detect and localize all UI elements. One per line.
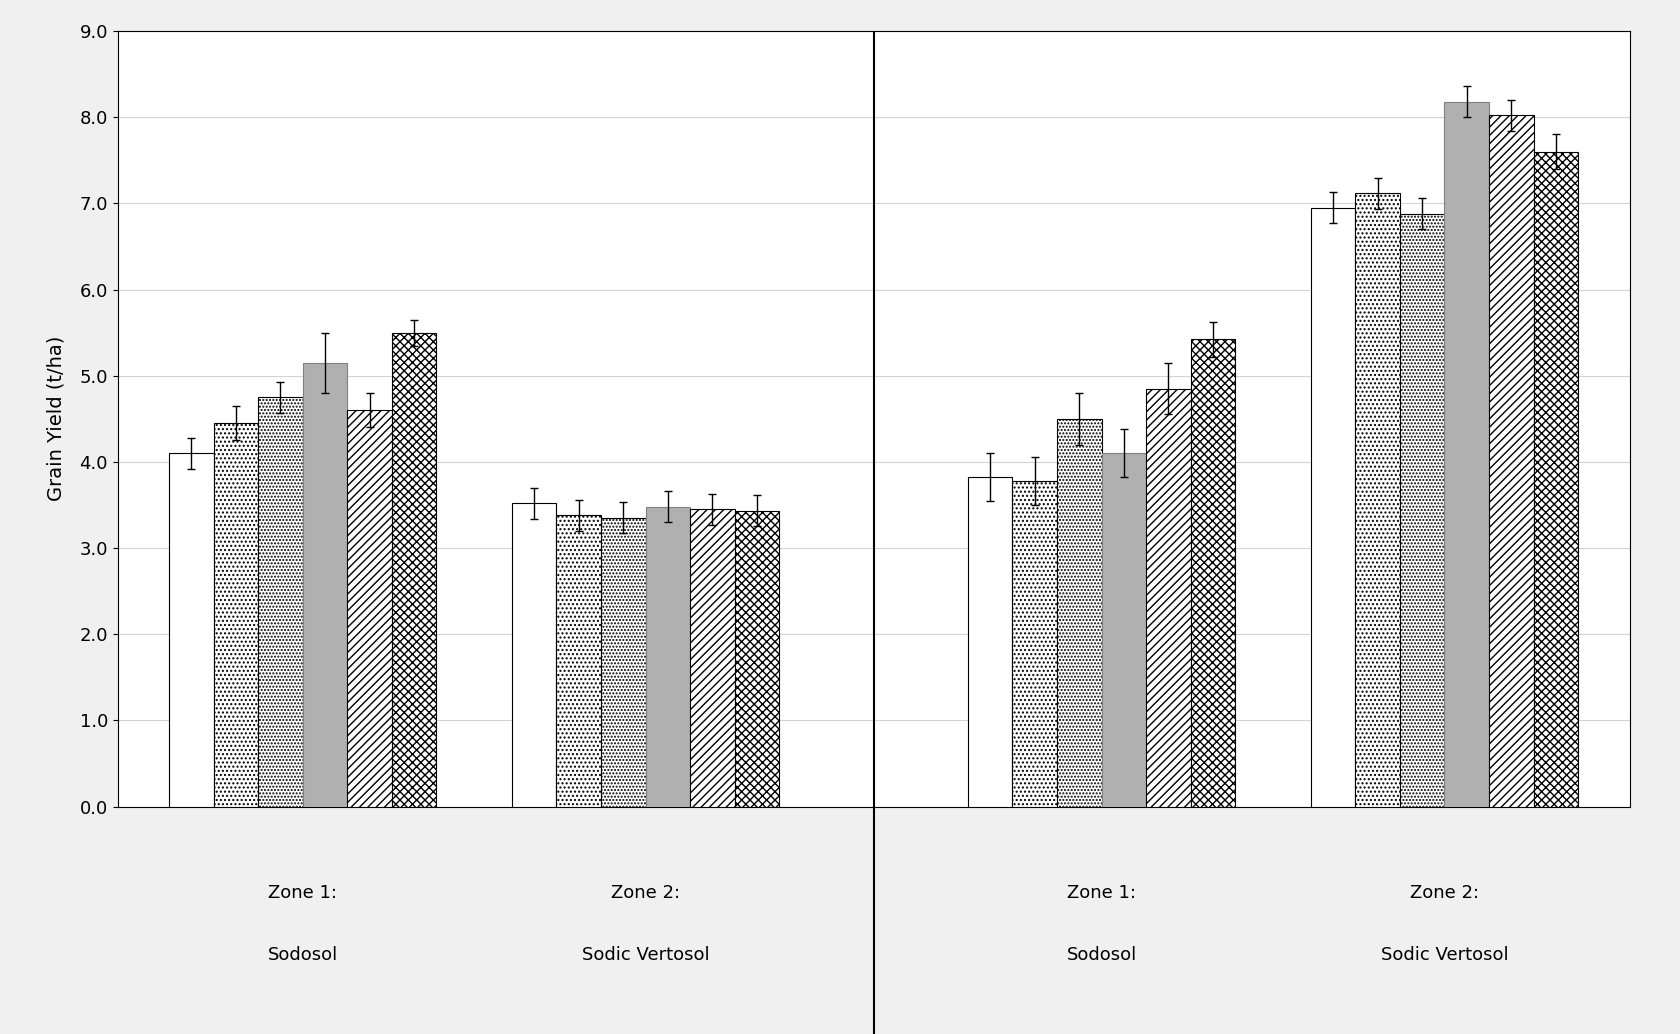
Bar	[1146, 389, 1191, 807]
Text: Sodic Vertosol: Sodic Vertosol	[581, 946, 709, 964]
Bar	[1013, 481, 1057, 807]
Bar	[1356, 193, 1399, 807]
Bar	[170, 453, 213, 807]
Bar	[1310, 208, 1356, 807]
Bar	[1445, 101, 1488, 807]
Bar	[259, 397, 302, 807]
Bar	[1534, 152, 1578, 807]
Bar	[556, 515, 601, 807]
Bar	[512, 504, 556, 807]
Bar	[601, 518, 645, 807]
Text: Zone 1:: Zone 1:	[269, 884, 338, 902]
Bar	[391, 333, 437, 807]
Bar	[690, 510, 734, 807]
Text: Sodosol: Sodosol	[267, 946, 338, 964]
Bar	[645, 507, 690, 807]
Text: Zone 2:: Zone 2:	[612, 884, 680, 902]
Text: Zone 1:: Zone 1:	[1067, 884, 1136, 902]
Bar	[302, 363, 348, 807]
Bar	[213, 423, 259, 807]
Bar	[968, 478, 1013, 807]
Bar	[1102, 453, 1146, 807]
Bar	[348, 410, 391, 807]
Bar	[1488, 116, 1534, 807]
Y-axis label: Grain Yield (t/ha): Grain Yield (t/ha)	[47, 336, 66, 501]
Bar	[1057, 419, 1102, 807]
Bar	[1191, 339, 1235, 807]
Bar	[1399, 214, 1445, 807]
Text: Zone 2:: Zone 2:	[1410, 884, 1478, 902]
Text: Sodosol: Sodosol	[1067, 946, 1137, 964]
Text: Sodic Vertosol: Sodic Vertosol	[1381, 946, 1509, 964]
Bar	[734, 511, 780, 807]
